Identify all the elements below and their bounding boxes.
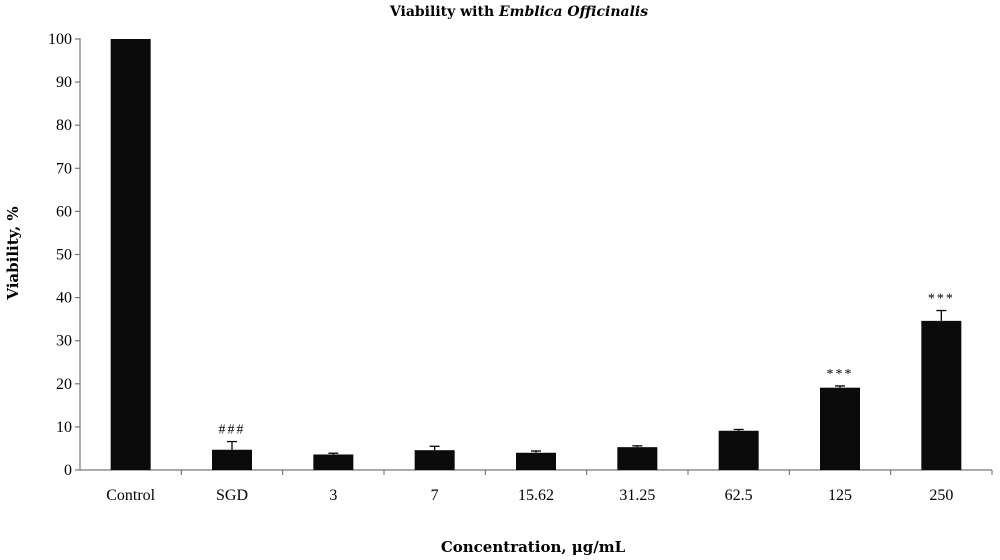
- y-tick-label: 70: [56, 160, 72, 177]
- y-tick-label: 20: [56, 376, 72, 393]
- significance-label: ***: [827, 367, 854, 382]
- bar: [820, 387, 860, 470]
- y-tick-label: 50: [56, 247, 72, 264]
- x-axis-ticks: Control SGD 3 7 15.62 31.25 62.5 125 250: [106, 470, 993, 504]
- bar: [617, 447, 658, 470]
- bar: [110, 39, 151, 470]
- significance-label: ###: [219, 423, 246, 438]
- bars-group: ### *** ***: [110, 39, 962, 470]
- x-tick-label: 7: [431, 487, 439, 504]
- y-tick-label: 30: [56, 333, 72, 350]
- x-tick-label: SGD: [216, 487, 248, 504]
- x-tick-label: 3: [329, 487, 337, 504]
- y-axis-label: Viability, %: [4, 206, 22, 300]
- chart-title: Viability with Emblica Officinalis: [389, 4, 648, 20]
- bar: [313, 454, 354, 470]
- y-tick-label: 60: [56, 203, 72, 220]
- x-tick-label: Control: [106, 487, 155, 504]
- bar: [921, 320, 962, 470]
- x-tick-label: 250: [929, 487, 953, 504]
- x-tick-label: 62.5: [725, 487, 753, 504]
- y-tick-label: 40: [56, 290, 72, 307]
- x-axis-label: Concentration, μg/mL: [441, 538, 626, 556]
- y-tick-label: 90: [56, 74, 72, 91]
- y-tick-label: 10: [56, 419, 72, 436]
- x-tick-label: 125: [828, 487, 852, 504]
- y-axis-ticks: 0 10 20 30 40 50 60 70 80 90 100: [48, 31, 80, 479]
- y-tick-label: 80: [56, 117, 72, 134]
- bar: [212, 449, 252, 470]
- x-tick-label: 15.62: [518, 487, 554, 504]
- bar: [718, 430, 759, 470]
- bar: [516, 452, 556, 470]
- bar: [414, 450, 455, 470]
- x-tick-label: 31.25: [619, 487, 655, 504]
- y-tick-label: 0: [64, 462, 72, 479]
- significance-label: ***: [928, 292, 955, 307]
- y-tick-label: 100: [48, 31, 72, 48]
